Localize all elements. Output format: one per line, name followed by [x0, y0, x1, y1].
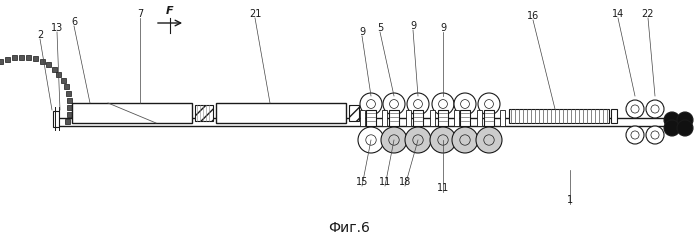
Circle shape	[389, 100, 399, 108]
Text: 9: 9	[359, 27, 365, 37]
Circle shape	[646, 100, 664, 118]
Circle shape	[631, 131, 639, 139]
Circle shape	[383, 93, 405, 115]
Bar	[19, 54, 24, 60]
Text: 21: 21	[248, 9, 261, 19]
Circle shape	[626, 126, 644, 144]
Circle shape	[461, 100, 469, 108]
Bar	[66, 112, 71, 117]
Bar	[438, 110, 448, 126]
Text: 15: 15	[356, 177, 368, 187]
Bar	[72, 103, 192, 123]
Circle shape	[478, 93, 500, 115]
Text: 14: 14	[612, 9, 624, 19]
Bar	[65, 119, 70, 124]
Circle shape	[631, 105, 639, 113]
Circle shape	[651, 105, 659, 113]
Bar	[0, 60, 3, 64]
Text: 11: 11	[437, 183, 449, 193]
Circle shape	[484, 100, 493, 108]
Bar	[195, 105, 213, 121]
Circle shape	[366, 135, 376, 145]
Bar	[360, 110, 365, 126]
Circle shape	[430, 127, 456, 153]
Bar	[46, 62, 51, 67]
Bar	[216, 103, 346, 123]
Bar	[389, 110, 399, 126]
Circle shape	[454, 93, 476, 115]
Bar	[349, 105, 359, 121]
Circle shape	[651, 131, 659, 139]
Bar	[366, 110, 376, 126]
Circle shape	[452, 127, 478, 153]
Bar	[477, 110, 482, 126]
Text: 9: 9	[410, 21, 416, 31]
Circle shape	[405, 127, 431, 153]
Bar	[33, 56, 38, 61]
Circle shape	[677, 112, 693, 128]
Bar	[66, 91, 71, 96]
Bar	[53, 111, 59, 127]
Bar	[5, 57, 10, 62]
Bar	[67, 98, 73, 103]
Bar	[61, 78, 66, 83]
Circle shape	[358, 127, 384, 153]
Bar	[382, 110, 387, 126]
Bar	[57, 72, 61, 77]
Bar	[52, 67, 57, 72]
Text: 9: 9	[440, 23, 446, 33]
Circle shape	[360, 93, 382, 115]
Circle shape	[664, 120, 680, 136]
Bar	[430, 110, 435, 126]
Circle shape	[389, 135, 399, 145]
Circle shape	[484, 135, 494, 145]
Text: F: F	[166, 6, 174, 16]
Circle shape	[413, 135, 423, 145]
Bar	[460, 110, 470, 126]
Circle shape	[438, 100, 447, 108]
Circle shape	[407, 93, 429, 115]
Bar	[12, 55, 17, 60]
Bar	[509, 109, 609, 123]
Text: 13: 13	[51, 23, 63, 33]
Circle shape	[438, 135, 448, 145]
Circle shape	[646, 126, 664, 144]
Bar	[64, 84, 69, 89]
Circle shape	[432, 93, 454, 115]
Bar	[26, 55, 31, 60]
Bar	[454, 110, 459, 126]
Circle shape	[366, 100, 376, 108]
Bar	[500, 110, 505, 126]
Circle shape	[626, 100, 644, 118]
Bar	[68, 105, 73, 110]
Bar	[413, 110, 423, 126]
Text: 1: 1	[567, 195, 573, 205]
Text: 7: 7	[137, 9, 143, 19]
Bar	[406, 110, 411, 126]
Bar	[484, 110, 494, 126]
Text: 11: 11	[379, 177, 391, 187]
Circle shape	[414, 100, 422, 108]
Text: Фиг.6: Фиг.6	[328, 221, 370, 235]
Text: 22: 22	[641, 9, 654, 19]
Bar	[611, 109, 617, 123]
Circle shape	[664, 112, 680, 128]
Circle shape	[381, 127, 407, 153]
Circle shape	[476, 127, 502, 153]
Text: 2: 2	[37, 30, 43, 40]
Text: 18: 18	[399, 177, 411, 187]
Text: 16: 16	[527, 11, 539, 21]
Text: 5: 5	[377, 23, 383, 33]
Circle shape	[460, 135, 470, 145]
Circle shape	[677, 120, 693, 136]
Bar	[40, 59, 45, 64]
Text: 6: 6	[71, 17, 77, 27]
